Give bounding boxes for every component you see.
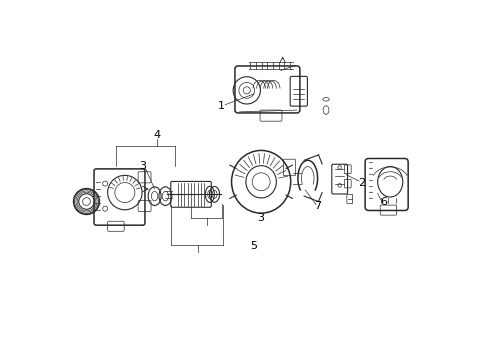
Text: 4: 4 [153,130,161,140]
Text: 3: 3 [257,213,264,223]
Text: 6: 6 [380,197,387,207]
Text: 2: 2 [358,177,365,188]
Text: 7: 7 [314,201,321,211]
Text: 3: 3 [139,161,146,171]
Text: 1: 1 [218,101,224,111]
Text: 5: 5 [250,241,257,251]
